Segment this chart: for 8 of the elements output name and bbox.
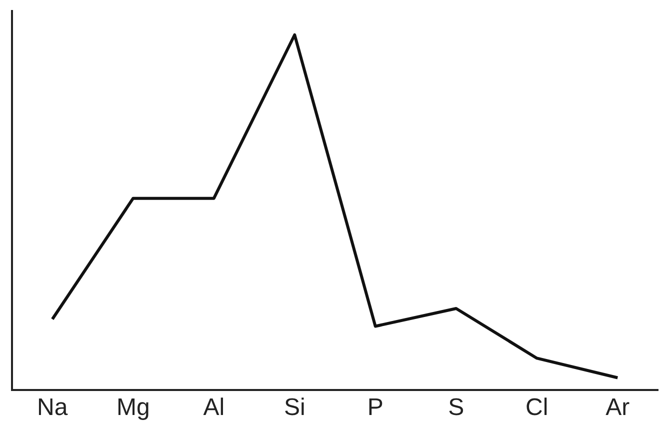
x-tick-label: Al — [203, 394, 225, 422]
x-tick-label: Cl — [526, 394, 548, 422]
x-tick-label: Ar — [606, 394, 630, 422]
x-tick-label: Si — [284, 394, 306, 422]
x-tick-label: Mg — [116, 394, 150, 422]
x-tick-label: Na — [37, 394, 68, 422]
x-tick-label: P — [367, 394, 384, 422]
x-tick-label: S — [448, 394, 464, 422]
